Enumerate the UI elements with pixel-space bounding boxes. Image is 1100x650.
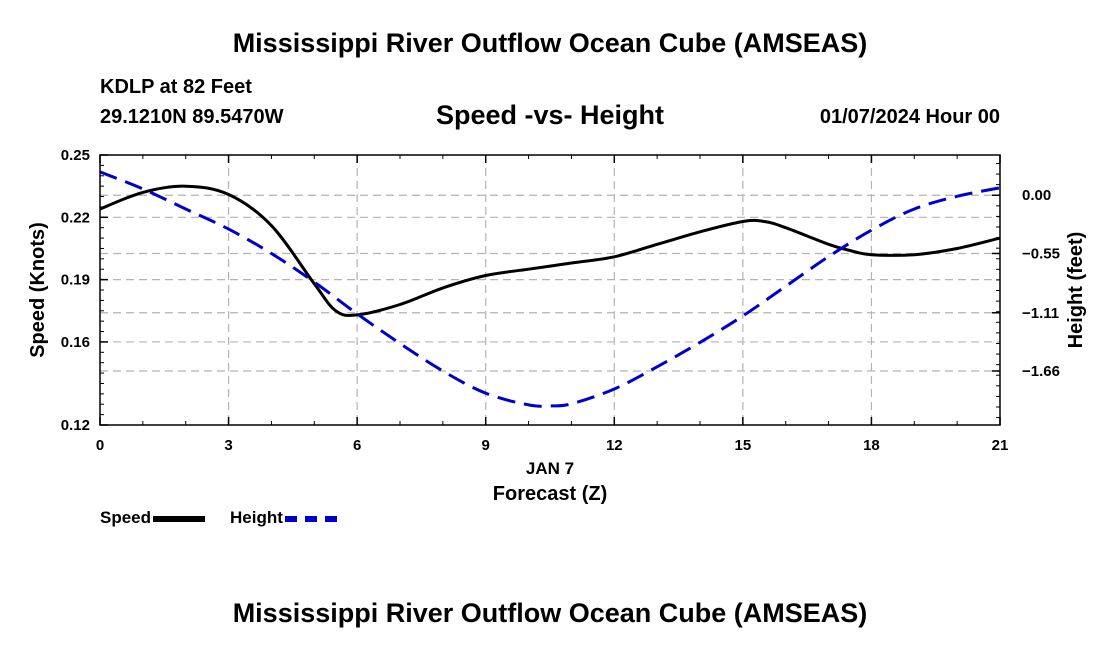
x-tick-label: 9	[482, 437, 490, 454]
y-tick-label: 0.19	[61, 272, 90, 289]
y2-tick-label: −1.11	[1022, 305, 1059, 322]
chart-title: Mississippi River Outflow Ocean Cube (AM…	[232, 28, 868, 58]
x-tick-label: 0	[96, 437, 104, 454]
legend-height-swatch	[284, 515, 337, 522]
y2-tick-label: −0.55	[1022, 245, 1060, 262]
station-coordinates: 29.1210N 89.5470W	[100, 106, 284, 128]
x-axis-title: Forecast (Z)	[493, 483, 607, 505]
x-tick-label: 3	[224, 437, 232, 454]
station-label: KDLP at 82 Feet	[100, 76, 252, 98]
chart-subtitle: Speed -vs- Height	[435, 100, 665, 130]
x-tick-label: 18	[863, 437, 880, 454]
x-tick-label: 15	[735, 437, 752, 454]
legend-height-label: Height	[230, 508, 283, 527]
y-tick-label: 0.22	[61, 209, 90, 226]
forecast-datetime: 01/07/2024 Hour 00	[819, 106, 1000, 128]
y-tick-label: 0.12	[61, 417, 90, 434]
y2-tick-label: 0.00	[1022, 187, 1051, 204]
height-series-line	[99, 170, 1001, 408]
y2-tick-label: −1.66	[1022, 363, 1060, 380]
x-tick-label: 6	[353, 437, 361, 454]
x-axis-date-label: JAN 7	[526, 459, 574, 478]
legend-speed-swatch	[153, 515, 206, 522]
x-tick-label: 21	[992, 437, 1009, 454]
y2-axis-title: Height (feet)	[1065, 232, 1087, 349]
y-tick-label: 0.16	[61, 334, 90, 351]
speed-series-line	[99, 184, 1001, 317]
footer-title: Mississippi River Outflow Ocean Cube (AM…	[232, 598, 868, 628]
y-tick-label: 0.25	[61, 147, 90, 164]
y-axis-title: Speed (Knots)	[27, 222, 49, 358]
legend-speed-label: Speed	[100, 508, 152, 527]
legend-speed: Speed	[100, 508, 206, 528]
x-tick-label: 12	[606, 437, 623, 454]
legend-height: Height	[230, 508, 337, 528]
